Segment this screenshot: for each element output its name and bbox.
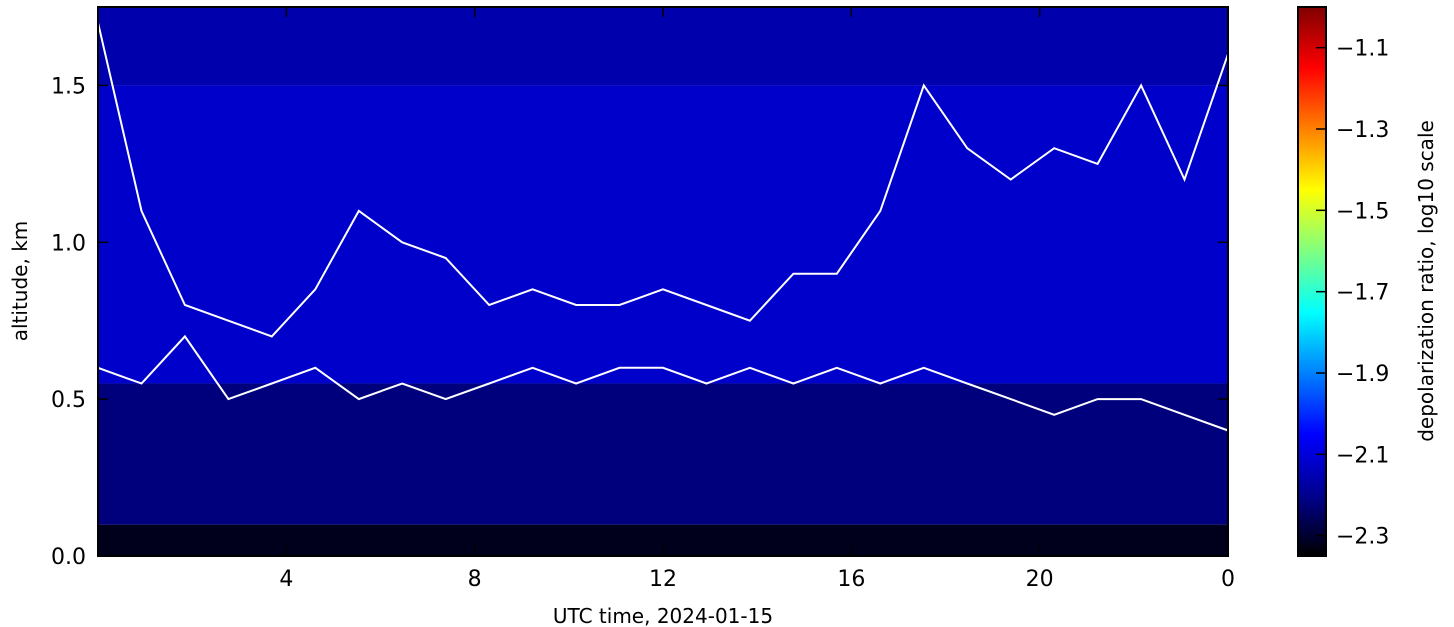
x-axis-ticks: 4 8 12 16 20 0 [279,7,1235,592]
colorbar-gradient [1297,6,1327,557]
x-tick-label: 12 [649,567,677,592]
x-axis-title: UTC time, 2024-01-15 [553,604,773,627]
colorbar-tick-label: −1.7 [1336,281,1389,306]
colorbar-tick-label: −2.1 [1336,443,1389,468]
y-tick-label: 0.5 [51,388,86,413]
heatmap-band-3 [98,7,1228,86]
x-tick-label: 0 [1221,567,1235,592]
y-tick-label: 1.5 [51,74,86,99]
contour-lower-boundary [98,334,1228,432]
colorbar-tick-label: −1.9 [1336,362,1389,387]
heatmap-band-1 [98,383,1228,525]
colorbar-tick-label: −1.5 [1336,199,1389,224]
y-axis-title: altitude, km [8,221,32,342]
heatmap-layer [98,7,1228,556]
contour-layer [98,22,1228,432]
contour-upper-boundary [98,22,1228,338]
colorbar: −1.1 −1.3 −1.5 −1.7 −1.9 −2.1 −2.3 depolarizat… [1297,6,1438,557]
heatmap-band-2 [98,85,1228,384]
y-tick-label: 1.0 [51,231,86,256]
colorbar-tick-label: −2.3 [1336,525,1389,550]
colorbar-ticks: −1.1 −1.3 −1.5 −1.7 −1.9 −2.1 −2.3 [1316,37,1389,550]
colorbar-title: depolarization ratio, log10 scale [1414,120,1438,442]
x-tick-label: 4 [279,567,293,592]
y-axis-ticks: 0.0 0.5 1.0 1.5 [51,74,1228,570]
y-tick-label: 0.0 [51,545,86,570]
plot-area [98,7,1228,556]
colorbar-tick-label: −1.3 [1336,118,1389,143]
x-tick-label: 20 [1026,567,1054,592]
colorbar-tick-label: −1.1 [1336,37,1389,62]
x-tick-label: 16 [837,567,865,592]
x-tick-label: 8 [468,567,482,592]
